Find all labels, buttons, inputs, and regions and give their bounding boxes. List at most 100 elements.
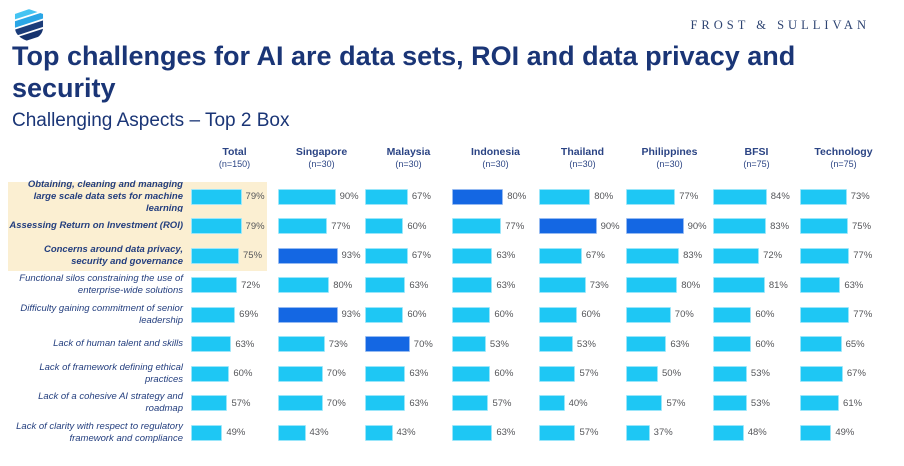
bar-value: 90%	[339, 191, 359, 203]
row-label: Concerns around data privacy, security a…	[43, 243, 183, 267]
bar-cell-technology: 65%	[800, 336, 887, 353]
bar-value: 57%	[579, 427, 599, 439]
bar-cell-singapore: 73%	[278, 336, 365, 353]
bar-value: 70%	[326, 397, 346, 409]
bar-value: 63%	[409, 368, 429, 380]
bar	[626, 424, 650, 441]
bar-emphasized	[278, 247, 338, 264]
bar-value: 53%	[489, 338, 509, 350]
bar-value: 80%	[507, 191, 527, 203]
bar	[800, 395, 840, 412]
bar-value: 60%	[581, 309, 601, 321]
bar-value: 63%	[409, 279, 429, 291]
bar-value: 77%	[331, 220, 351, 232]
bar-cell-technology: 49%	[800, 424, 887, 441]
bar-cell-bfsi: 60%	[713, 336, 800, 353]
bar	[191, 424, 223, 441]
bar-cell-bfsi: 53%	[713, 395, 800, 412]
bar-cell-total: 63%	[191, 336, 278, 353]
bar-cell-technology: 77%	[800, 247, 887, 264]
column-sample-size: (n=30)	[656, 159, 683, 170]
column-header-bfsi: BFSI (n=75)	[713, 146, 800, 180]
bar-emphasized	[278, 306, 338, 323]
table-row: Lack of a cohesive AI strategy and roadm…	[8, 389, 898, 419]
bar	[452, 247, 493, 264]
bar	[365, 247, 408, 264]
bar	[452, 395, 489, 412]
bar	[191, 306, 236, 323]
bar-cell-indonesia: 53%	[452, 336, 539, 353]
bar-value: 37%	[653, 427, 673, 439]
bar-value: 40%	[568, 397, 588, 409]
bar-cell-malaysia: 63%	[365, 277, 452, 294]
bar-value: 43%	[309, 427, 329, 439]
bar	[800, 277, 841, 294]
bar	[365, 395, 406, 412]
column-sample-size: (n=75)	[743, 159, 770, 170]
column-header-singapore: Singapore (n=30)	[278, 146, 365, 180]
bar-emphasized	[626, 218, 684, 235]
bar	[452, 218, 502, 235]
bar-cell-malaysia: 70%	[365, 336, 452, 353]
row-label: Lack of clarity with respect to regulato…	[16, 420, 183, 444]
bar-value: 72%	[241, 279, 261, 291]
bar	[713, 247, 760, 264]
bar-cell-philippines: 83%	[626, 247, 713, 264]
bar-value: 93%	[341, 250, 361, 262]
column-header-philippines: Philippines (n=30)	[626, 146, 713, 180]
bar	[539, 247, 582, 264]
bar-cell-philippines: 70%	[626, 306, 713, 323]
bar-cell-malaysia: 63%	[365, 395, 452, 412]
bar-cell-malaysia: 60%	[365, 306, 452, 323]
bar-value: 67%	[585, 250, 605, 262]
bar	[278, 188, 336, 205]
table-row: Obtaining, cleaning and managing large s…	[8, 179, 898, 214]
bar-cell-thailand: 80%	[539, 188, 626, 205]
bar-value: 90%	[687, 220, 707, 232]
bar-value: 79%	[245, 220, 265, 232]
bar-value: 61%	[843, 397, 863, 409]
bar-cell-malaysia: 63%	[365, 365, 452, 382]
bar-cell-thailand: 57%	[539, 424, 626, 441]
column-sample-size: (n=30)	[395, 159, 422, 170]
bar-cell-malaysia: 67%	[365, 247, 452, 264]
bar-value: 63%	[409, 397, 429, 409]
row-label: Functional silos constraining the use of…	[19, 273, 183, 297]
bar-cell-singapore: 80%	[278, 277, 365, 294]
bar-cell-singapore: 70%	[278, 365, 365, 382]
bar	[539, 424, 576, 441]
bar-cell-philippines: 90%	[626, 218, 713, 235]
bar-cell-indonesia: 57%	[452, 395, 539, 412]
bar	[539, 306, 578, 323]
bar-value: 63%	[496, 427, 516, 439]
bar	[713, 365, 747, 382]
bar-value: 84%	[770, 191, 790, 203]
bar-cell-total: 79%	[191, 218, 278, 235]
bar-value: 72%	[763, 250, 783, 262]
bar-value: 80%	[681, 279, 701, 291]
bar-value: 70%	[413, 338, 433, 350]
row-label: Lack of a cohesive AI strategy and roadm…	[38, 391, 183, 415]
bar	[278, 365, 323, 382]
bar	[800, 188, 847, 205]
bar-value: 69%	[239, 309, 259, 321]
column-name: BFSI	[744, 146, 769, 158]
bar-value: 77%	[679, 191, 699, 203]
bar-value: 65%	[845, 338, 865, 350]
bar	[365, 424, 393, 441]
column-name: Malaysia	[386, 146, 431, 158]
bar	[452, 306, 491, 323]
column-sample-size: (n=30)	[308, 159, 335, 170]
column-sample-size: (n=75)	[830, 159, 857, 170]
bar-value: 53%	[750, 368, 770, 380]
column-header-thailand: Thailand (n=30)	[539, 146, 626, 180]
column-sample-size: (n=30)	[569, 159, 596, 170]
column-sample-size: (n=150)	[218, 159, 251, 170]
bar-cell-philippines: 50%	[626, 365, 713, 382]
bar	[713, 188, 767, 205]
bar-value: 80%	[333, 279, 353, 291]
challenges-bar-chart: Total (n=150) Singapore (n=30) Malaysia (n=30…	[8, 146, 898, 448]
table-row: Lack of human talent and skills 63% 73% 70%…	[8, 330, 898, 360]
bar-value: 48%	[747, 427, 767, 439]
bar	[191, 247, 239, 264]
